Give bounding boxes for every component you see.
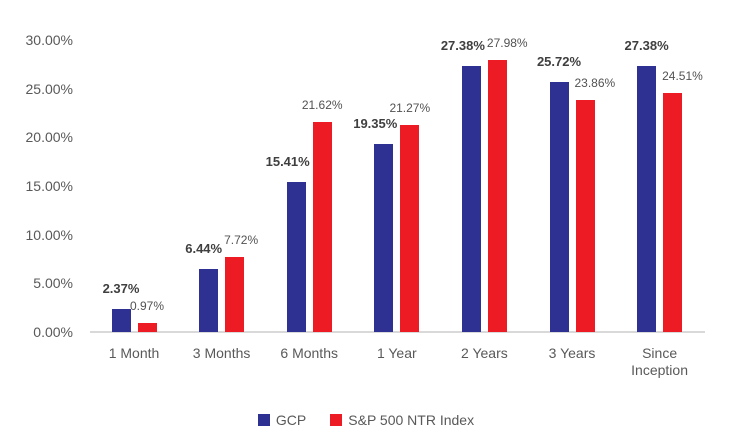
bar-gcp-3 bbox=[374, 143, 394, 332]
data-label-gcp-4: 27.38% bbox=[440, 37, 485, 53]
bar-sp500-1 bbox=[225, 256, 245, 332]
bar-gcp-6 bbox=[637, 65, 657, 332]
y-axis-tick-label: 30.00% bbox=[25, 32, 73, 48]
data-label-gcp-5: 25.72% bbox=[536, 53, 582, 69]
y-axis-tick-label: 10.00% bbox=[25, 226, 73, 243]
chart-legend: GCP S&P 500 NTR Index bbox=[0, 412, 732, 428]
y-axis-tick-label: 20.00% bbox=[25, 129, 73, 146]
bar-gcp-2 bbox=[286, 182, 306, 332]
legend-item-sp500: S&P 500 NTR Index bbox=[330, 412, 474, 428]
x-axis-label-3: 1 Year bbox=[376, 345, 417, 361]
x-axis-label-4: 2 Years bbox=[461, 345, 508, 361]
legend-item-gcp: GCP bbox=[257, 412, 307, 428]
data-label-sp500-5: 23.86% bbox=[574, 75, 616, 90]
bar-sp500-2 bbox=[312, 121, 332, 332]
y-axis-tick-label: 15.00% bbox=[25, 178, 73, 194]
data-label-gcp-1: 6.44% bbox=[185, 241, 223, 257]
data-label-sp500-1: 7.72% bbox=[224, 232, 259, 247]
bar-sp500-6 bbox=[663, 93, 683, 332]
data-label-gcp-2: 15.41% bbox=[265, 154, 310, 169]
bar-sp500-5 bbox=[575, 99, 595, 332]
data-label-gcp-3: 19.35% bbox=[353, 115, 398, 131]
x-axis-label-0: 1 Month bbox=[108, 345, 160, 361]
data-label-sp500-6: 24.51% bbox=[662, 69, 703, 84]
sp500-series-swatch-icon bbox=[330, 414, 343, 426]
legend-label-gcp: GCP bbox=[275, 412, 307, 428]
x-axis-label-6: Since Inception bbox=[631, 345, 688, 378]
y-axis-tick-label: 5.00% bbox=[33, 275, 73, 292]
bar-sp500-4 bbox=[487, 59, 507, 332]
data-label-gcp-0: 2.37% bbox=[102, 280, 140, 296]
bar-gcp-0 bbox=[111, 308, 131, 332]
data-label-sp500-0: 0.97% bbox=[129, 298, 165, 313]
y-axis-tick-label: 25.00% bbox=[25, 80, 73, 97]
data-label-sp500-4: 27.98% bbox=[486, 35, 528, 50]
bar-gcp-4 bbox=[461, 65, 481, 332]
bar-sp500-0 bbox=[137, 322, 157, 332]
x-axis-label-5: 3 Years bbox=[548, 345, 596, 361]
x-axis-label-2: 6 Months bbox=[280, 345, 338, 361]
data-label-sp500-3: 21.27% bbox=[389, 101, 431, 115]
bar-gcp-1 bbox=[199, 269, 219, 332]
legend-label-sp500: S&P 500 NTR Index bbox=[348, 412, 475, 428]
gcp-series-swatch-icon bbox=[257, 414, 270, 426]
x-axis-label-1: 3 Months bbox=[192, 345, 251, 361]
bar-sp500-3 bbox=[400, 125, 420, 332]
bar-gcp-5 bbox=[549, 81, 569, 332]
data-label-sp500-2: 21.62% bbox=[301, 97, 343, 112]
y-axis-tick-label: 0.00% bbox=[33, 324, 73, 340]
x-axis-line bbox=[90, 331, 705, 333]
data-label-gcp-6: 27.38% bbox=[624, 37, 669, 53]
